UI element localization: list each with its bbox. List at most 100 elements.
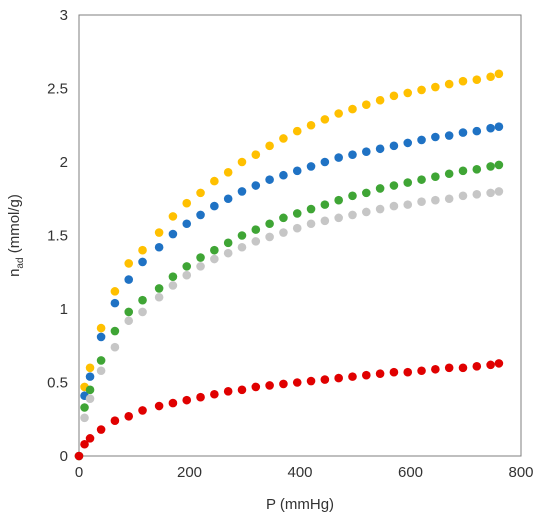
data-point: [417, 175, 426, 184]
x-axis-ticks: 0 200 400 600 800: [75, 464, 534, 481]
data-point: [494, 69, 504, 79]
data-point: [223, 387, 233, 396]
data-point: [494, 187, 504, 196]
data-point: [486, 162, 495, 171]
data-point: [182, 270, 192, 280]
data-point: [403, 138, 413, 148]
data-point: [80, 403, 89, 412]
y-tick-label: 1.5: [47, 228, 68, 245]
data-point: [182, 219, 192, 229]
data-point: [362, 370, 371, 380]
data-point: [237, 157, 247, 167]
x-tick-label: 800: [508, 464, 533, 481]
data-point: [138, 295, 147, 305]
data-point: [348, 372, 357, 381]
y-tick-label: 2.5: [47, 81, 68, 98]
data-point: [348, 210, 357, 220]
data-point: [80, 413, 89, 423]
data-point: [251, 181, 261, 190]
data-point: [389, 91, 399, 101]
data-point: [444, 169, 454, 179]
y-tick-label: 2: [60, 154, 68, 171]
data-point: [320, 200, 330, 209]
data-point: [223, 167, 233, 177]
data-point: [265, 232, 274, 242]
data-point: [85, 372, 95, 381]
data-point: [110, 416, 120, 426]
data-series: [74, 359, 504, 461]
plot-frame: [78, 14, 522, 457]
data-point: [389, 181, 399, 190]
data-series: [74, 160, 504, 461]
data-point: [251, 225, 261, 234]
data-point: [375, 184, 385, 193]
data-point: [80, 439, 89, 449]
data-point: [168, 281, 178, 290]
data-point: [210, 176, 219, 186]
data-point: [85, 385, 95, 395]
data-point: [124, 275, 134, 284]
data-point: [196, 262, 205, 271]
data-point: [348, 191, 357, 201]
x-tick-label: 400: [287, 464, 312, 481]
data-point: [138, 257, 147, 267]
data-point: [375, 95, 385, 105]
x-tick-label: 200: [177, 464, 202, 481]
data-point: [279, 228, 288, 237]
data-point: [138, 245, 147, 255]
data-point: [210, 389, 219, 399]
data-point: [389, 367, 399, 377]
data-point: [96, 323, 106, 333]
data-point: [292, 166, 302, 176]
data-point: [431, 132, 440, 142]
data-point: [444, 131, 454, 140]
data-point: [251, 382, 261, 392]
x-axis-label: P (mmHg): [266, 496, 334, 513]
data-point: [168, 272, 178, 281]
y-axis-label-unit: (mmol/g): [6, 194, 23, 257]
data-point: [182, 198, 192, 208]
data-point: [292, 223, 302, 233]
data-point: [431, 195, 440, 205]
data-point: [110, 287, 120, 296]
data-point: [279, 213, 288, 223]
y-tick-label: 1: [60, 301, 68, 318]
data-point: [306, 376, 316, 386]
data-point: [320, 216, 330, 226]
data-point: [472, 126, 482, 136]
data-point: [458, 128, 468, 137]
data-point: [472, 75, 482, 84]
data-point: [458, 363, 468, 373]
data-point: [334, 153, 343, 162]
data-point: [96, 332, 106, 342]
data-point: [486, 123, 495, 133]
data-series: [74, 69, 504, 461]
data-point: [292, 378, 302, 387]
data-point: [458, 191, 468, 201]
data-point: [196, 392, 205, 402]
data-point: [265, 219, 274, 229]
data-point: [375, 144, 385, 154]
data-point: [168, 229, 178, 239]
data-point: [431, 172, 440, 181]
data-point: [223, 248, 233, 258]
data-point: [85, 434, 95, 443]
data-point: [265, 175, 274, 184]
y-axis-label-main: n: [6, 269, 23, 277]
data-point: [85, 394, 95, 403]
data-point: [494, 122, 504, 132]
data-point: [138, 307, 147, 317]
data-point: [110, 298, 120, 308]
data-point: [334, 213, 343, 223]
data-point: [96, 356, 106, 365]
data-point: [320, 375, 330, 384]
data-point: [486, 188, 495, 198]
data-point: [210, 201, 219, 211]
data-point: [417, 197, 426, 206]
data-point: [306, 162, 316, 171]
data-point: [458, 76, 468, 86]
data-point: [182, 262, 192, 271]
data-point: [96, 425, 106, 434]
data-point: [417, 366, 426, 376]
